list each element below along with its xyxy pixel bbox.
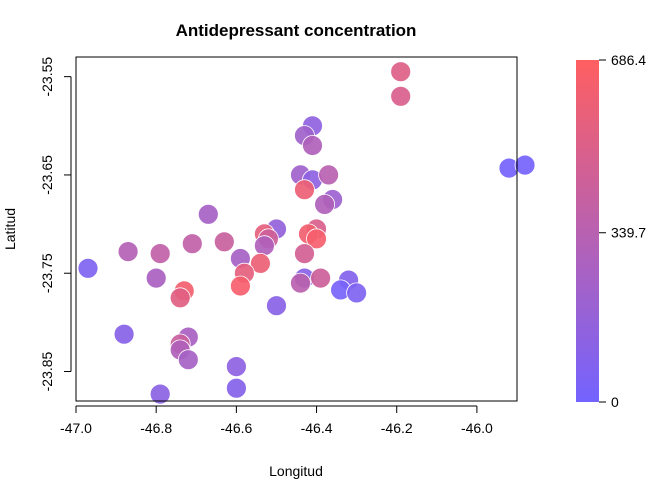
data-point-41 [266, 295, 287, 317]
data-point-42 [113, 323, 135, 345]
data-point-40 [169, 287, 191, 309]
data-point-29 [77, 257, 99, 279]
colorbar-ticks: 0 339.7 686.4 [599, 52, 646, 410]
data-point-35 [290, 272, 311, 294]
x-tick-label: -46.6 [220, 420, 252, 436]
x-tick-label: -46.4 [301, 420, 333, 436]
data-point-39 [346, 282, 368, 304]
y-tick-label: -23.55 [39, 57, 55, 97]
data-point-13 [514, 154, 536, 176]
data-point-24 [117, 241, 139, 263]
data-point-36 [229, 275, 251, 297]
y-tick-label: -23.85 [39, 351, 55, 391]
data-point-46 [177, 349, 199, 371]
data-point-26 [294, 243, 315, 265]
data-point-1 [390, 61, 412, 83]
x-axis-label: Longitud [269, 463, 323, 479]
data-point-28 [249, 252, 271, 274]
y-tick-label: -23.65 [39, 155, 55, 195]
x-tick-label: -46.0 [461, 420, 493, 436]
colorbar [576, 60, 599, 402]
data-point-25 [149, 243, 171, 265]
data-point-48 [225, 377, 247, 399]
data-point-23 [253, 235, 275, 257]
points-layer [77, 61, 536, 405]
data-point-8 [318, 164, 340, 186]
x-tick-label: -46.8 [140, 420, 172, 436]
y-tick-label: -23.75 [39, 253, 55, 293]
data-point-22 [213, 231, 235, 253]
colorbar-tick-label: 339.7 [611, 225, 646, 241]
y-axis: -23.55 -23.65 -23.75 -23.85 [39, 57, 72, 391]
data-point-11 [314, 193, 336, 215]
data-point-14 [197, 203, 219, 225]
x-axis: -47.0 -46.8 -46.6 -46.4 -46.2 -46.0 [60, 405, 493, 436]
data-point-9 [294, 179, 315, 201]
data-point-47 [225, 356, 247, 378]
data-point-21 [181, 233, 203, 255]
colorbar-tick-label: 0 [611, 394, 619, 410]
y-axis-label: Latitud [2, 208, 18, 250]
data-point-31 [145, 267, 167, 289]
colorbar-tick-label: 686.4 [611, 52, 646, 68]
data-point-2 [390, 85, 412, 107]
data-point-49 [149, 383, 171, 405]
chart-title: Antidepressant concentration [176, 21, 417, 40]
x-tick-label: -47.0 [60, 420, 92, 436]
data-point-33 [310, 267, 332, 289]
data-point-5 [302, 135, 323, 156]
plot-frame [75, 56, 518, 402]
x-tick-label: -46.2 [381, 420, 413, 436]
data-point-20 [306, 228, 327, 250]
